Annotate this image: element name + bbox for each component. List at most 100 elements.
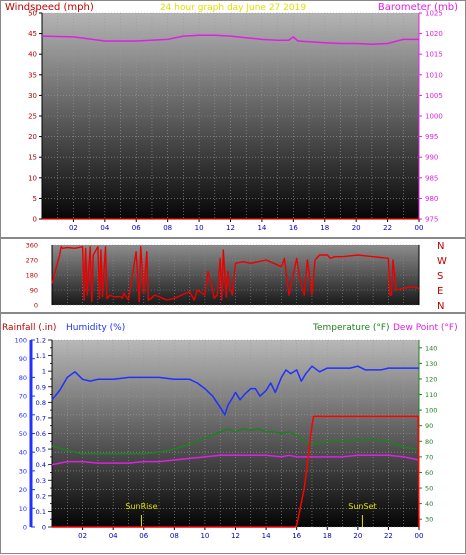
panel3-temp-tick-label: 40 xyxy=(425,500,433,508)
panel1-x-tick-label: 18 xyxy=(320,224,329,232)
panel3-humidity-tick-label: 0 xyxy=(23,524,27,532)
panel1-x-tick-label: 22 xyxy=(383,224,392,232)
panel1-left-tick-label: 15 xyxy=(28,154,37,162)
panel3-x-tick-label: 20 xyxy=(353,532,362,540)
panel1-x-tick-label: 04 xyxy=(100,224,109,232)
panel3-x-tick-label: 16 xyxy=(292,532,301,540)
panel3-temp-tick-label: 100 xyxy=(425,407,437,415)
panel2-series-line-0 xyxy=(51,245,420,303)
panel1-right-tick-label: 980 xyxy=(425,195,438,203)
panel3-humidity-tick-label: 100 xyxy=(15,337,27,345)
panel3-temp-tick-label: 110 xyxy=(425,391,437,399)
panel3-x-tick-label: 14 xyxy=(262,532,271,540)
panel1-left-tick-label: 20 xyxy=(28,133,37,141)
panel1-left-tick-label: 50 xyxy=(28,10,37,18)
panel3-dewpoint-label: Dew Point (°F) xyxy=(393,323,458,333)
panel3-rain-tick-label: 1.1 xyxy=(36,352,46,360)
panel1-right-tick-label: 985 xyxy=(425,174,438,182)
panel3-rain-tick-label: 0 xyxy=(42,524,46,532)
panel1-right-tick-label: 1025 xyxy=(425,10,443,18)
panel3-temp-tick-label: 50 xyxy=(425,485,433,493)
panel3-humidity-tick-label: 10 xyxy=(19,505,27,513)
panel3-humidity-tick-label: 30 xyxy=(19,467,27,475)
panel3-x-tick-label: 22 xyxy=(384,532,393,540)
panel3-x-tick-label: 06 xyxy=(139,532,148,540)
panel3-rain-tick-label: 0.7 xyxy=(36,414,46,422)
panel3-series-line-2 xyxy=(51,454,420,466)
panel3-humidity-tick-label: 40 xyxy=(19,449,27,457)
panel3-humidity-tick-label: 90 xyxy=(19,355,27,363)
panel3-humidity-tick-label: 70 xyxy=(19,393,27,401)
panel3-x-tick-label: 04 xyxy=(109,532,118,540)
panel1-right-tick-label: 995 xyxy=(425,133,438,141)
panel1-right-tick-label: 1005 xyxy=(425,92,443,100)
panel1-left-tick-label: 10 xyxy=(28,174,37,182)
panel3-temp-tick-label: 70 xyxy=(425,453,433,461)
panel3-rain-tick-label: 0.2 xyxy=(36,492,46,500)
panel1-left-tick-label: 40 xyxy=(28,51,37,59)
panel1-x-tick-label: 10 xyxy=(195,224,204,232)
panel2-direction-label: S xyxy=(437,271,443,282)
panel1-left-tick-label: 30 xyxy=(28,92,37,100)
panel3-sunset-label: SunSet xyxy=(348,502,376,511)
panel3-series-line-3 xyxy=(52,415,420,528)
panel1-x-tick-label: 20 xyxy=(352,224,361,232)
panel2-direction-label: N xyxy=(437,301,444,312)
panel1-x-tick-label: 12 xyxy=(226,224,235,232)
panel1-right-tick-label: 1000 xyxy=(425,113,443,121)
panel2-tick-label: 90 xyxy=(30,287,38,295)
panel1-right-tick-label: 990 xyxy=(425,154,438,162)
panel1-left-tick-label: 5 xyxy=(33,195,37,203)
panel3-rain-tick-label: 0.9 xyxy=(36,383,46,391)
panel3-humidity-label: Humidity (%) xyxy=(66,323,125,333)
panel1-x-tick-label: 02 xyxy=(69,224,78,232)
panel3-rain-tick-label: 0.1 xyxy=(36,508,46,516)
panel3-rain-tick-label: 1.2 xyxy=(36,337,46,345)
panel3-rain-tick-label: 0.5 xyxy=(36,446,46,454)
panel3-humidity-tick-label: 80 xyxy=(19,374,27,382)
panel1-left-tick-label: 25 xyxy=(28,113,37,121)
panel3-x-tick-label: 00 xyxy=(415,532,424,540)
panel3-sunrise-label: SunRise xyxy=(125,502,157,511)
panel2-tick-label: 360 xyxy=(26,242,38,250)
panel3-temperature-label: Temperature (°F) xyxy=(312,323,390,333)
panel2-tick-label: 270 xyxy=(26,257,38,265)
panel3-temp-tick-label: 60 xyxy=(425,469,433,477)
panel2-tick-label: 0 xyxy=(34,302,38,310)
panel3-temp-tick-label: 80 xyxy=(425,438,433,446)
panel1-left-axis-label: Windspeed (mph) xyxy=(5,2,94,13)
panel1-right-axis-label: Barometer (mb) xyxy=(378,2,458,13)
panel1-right-tick-label: 1020 xyxy=(425,30,443,38)
panel1-x-tick-label: 16 xyxy=(289,224,298,232)
panel2-direction-label: E xyxy=(437,286,443,297)
panel3-x-tick-label: 12 xyxy=(231,532,240,540)
panel1-right-tick-label: 1015 xyxy=(425,51,443,59)
panel1-left-tick-label: 0 xyxy=(33,216,37,224)
panel3-humidity-tick-label: 50 xyxy=(19,430,27,438)
panel3-humidity-tick-label: 20 xyxy=(19,486,27,494)
panel1-left-tick-label: 45 xyxy=(28,30,37,38)
panel3-temp-tick-label: 90 xyxy=(425,422,433,430)
panel3-temp-tick-label: 130 xyxy=(425,360,437,368)
panel3-temp-tick-label: 120 xyxy=(425,375,437,383)
panel2-direction-label: W xyxy=(437,256,447,267)
panel1-x-tick-label: 14 xyxy=(257,224,266,232)
panel1-left-tick-label: 35 xyxy=(28,71,37,79)
panel3-x-tick-label: 02 xyxy=(78,532,87,540)
panel1-x-tick-label: 06 xyxy=(132,224,141,232)
panel3-temp-tick-label: 30 xyxy=(425,516,433,524)
panel3-rain-tick-label: 0.3 xyxy=(36,477,46,485)
panel3-x-tick-label: 18 xyxy=(323,532,332,540)
panel3-rain-tick-label: 0.6 xyxy=(36,430,46,438)
panel1-title: 24 hour graph day June 27 2019 xyxy=(160,3,306,13)
panel1-series-line-0 xyxy=(41,34,419,46)
panel3-rainfall-label: Rainfall (.in) xyxy=(2,323,56,333)
panel3-rain-tick-label: 1 xyxy=(42,368,46,376)
panel1-right-tick-label: 975 xyxy=(425,216,438,224)
panel3-rain-tick-label: 0.4 xyxy=(36,461,46,469)
panel3-x-tick-label: 08 xyxy=(170,532,179,540)
panel2-tick-label: 180 xyxy=(26,272,38,280)
panel1-right-tick-label: 1010 xyxy=(425,71,443,79)
panel3-rain-tick-label: 0.8 xyxy=(36,399,46,407)
